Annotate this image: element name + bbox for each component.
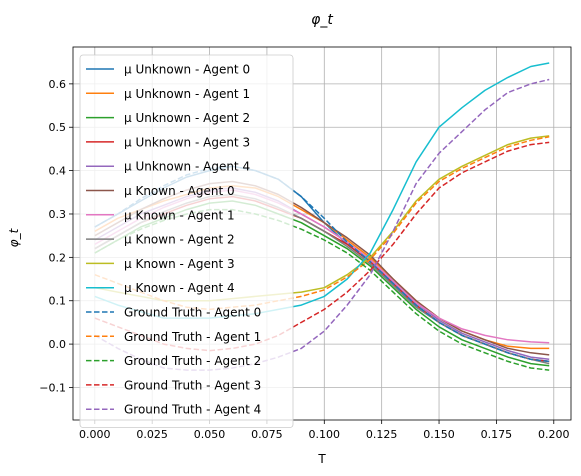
- y-axis-label: φ_t: [7, 227, 21, 247]
- x-tick-label: 0.125: [366, 428, 398, 441]
- y-tick-label: 0.1: [49, 295, 67, 308]
- legend-label: Ground Truth - Agent 1: [124, 330, 261, 344]
- plot-frame: [72, 46, 572, 421]
- x-axis-label: T: [317, 452, 326, 466]
- legend-label: μ Unknown - Agent 2: [124, 111, 250, 125]
- legend-label: μ Known - Agent 0: [124, 184, 235, 198]
- legend-label: μ Unknown - Agent 3: [124, 135, 250, 149]
- legend-label: Ground Truth - Agent 3: [124, 378, 261, 392]
- x-tick-label: 0.150: [423, 428, 455, 441]
- y-tick-label: 0.0: [49, 338, 67, 351]
- legend-label: μ Unknown - Agent 4: [124, 160, 250, 174]
- legend-box: [79, 54, 294, 428]
- legend-label: μ Unknown - Agent 0: [124, 63, 250, 77]
- y-tick-label: 0.4: [49, 165, 67, 178]
- y-tick-label: 0.2: [49, 251, 67, 264]
- axis-ticks: 0.000 0.025 0.050 0.075 0.100 0.125 0.150 0.175…: [39, 78, 569, 441]
- x-tick-label: 0.100: [309, 428, 341, 441]
- x-tick-label: 0.025: [136, 428, 168, 441]
- x-tick-label: 0.075: [251, 428, 283, 441]
- legend-label: μ Known - Agent 1: [124, 208, 235, 222]
- legend-label: μ Known - Agent 4: [124, 281, 235, 295]
- x-tick-label: 0.175: [481, 428, 513, 441]
- legend-label: μ Unknown - Agent 1: [124, 87, 250, 101]
- legend-label: μ Known - Agent 3: [124, 257, 235, 271]
- x-tick-label: 0.200: [538, 428, 570, 441]
- y-tick-label: 0.5: [49, 121, 67, 134]
- y-tick-label: 0.6: [49, 78, 67, 91]
- legend-label: Ground Truth - Agent 2: [124, 354, 261, 368]
- x-tick-label: 0.000: [79, 428, 111, 441]
- chart-title: φ_t: [311, 12, 333, 28]
- legend-label: Ground Truth - Agent 0: [124, 306, 261, 320]
- legend-label: Ground Truth - Agent 4: [124, 403, 261, 417]
- legend-label: μ Known - Agent 2: [124, 233, 235, 247]
- y-tick-label: 0.3: [49, 208, 67, 221]
- y-tick-label: −0.1: [39, 381, 66, 394]
- x-tick-label: 0.050: [194, 428, 226, 441]
- legend: μ Unknown - Agent 0 μ Unknown - Agent 1 μ …: [79, 54, 294, 428]
